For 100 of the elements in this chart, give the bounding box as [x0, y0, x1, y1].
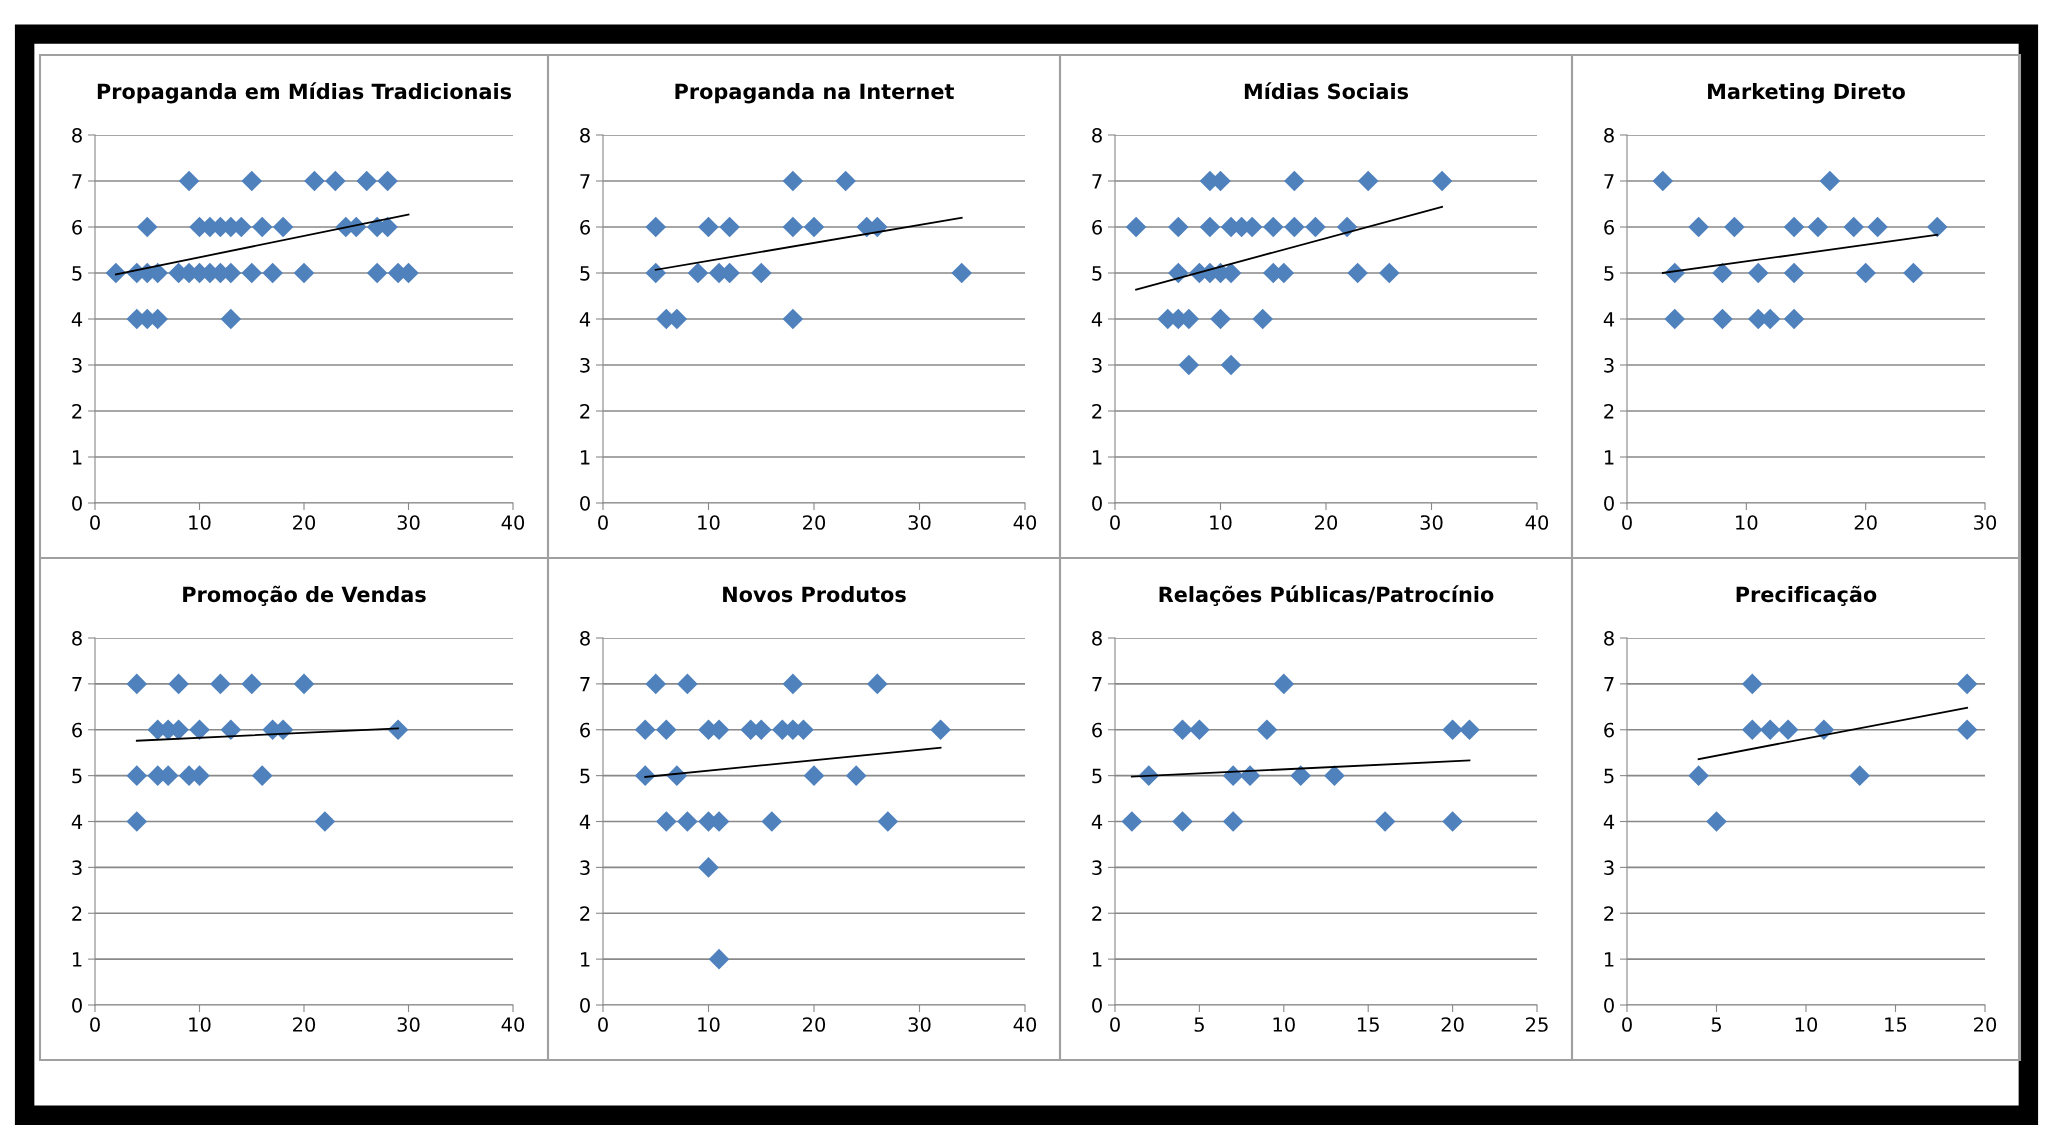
point [178, 170, 200, 192]
y-tick-label: 3 [1092, 357, 1102, 373]
x-tick-label: 10 [189, 1017, 211, 1032]
y-tick-label: 4 [1603, 814, 1615, 829]
y-tick-label: 4 [1091, 312, 1103, 327]
point [803, 765, 825, 786]
y-tick-label: 8 [1604, 127, 1614, 143]
point [656, 811, 677, 832]
x-tick-label: 30 [397, 515, 420, 530]
point [1706, 811, 1727, 832]
x-tick-label: 20 [803, 1017, 826, 1032]
point [1168, 262, 1189, 284]
point [708, 948, 730, 970]
y-tick-label: 8 [1092, 127, 1102, 143]
point [241, 170, 263, 192]
point [1357, 170, 1379, 192]
point [314, 811, 336, 832]
y-tick-label: 2 [580, 403, 590, 419]
point [782, 308, 804, 330]
point [1742, 719, 1763, 741]
point [1290, 765, 1311, 786]
point [1783, 308, 1805, 330]
x-tick-label: 20 [1974, 1017, 1997, 1032]
y-tick-label: 0 [72, 997, 82, 1013]
point [387, 719, 409, 741]
point [1459, 719, 1480, 741]
y-tick-label: 4 [1603, 312, 1615, 327]
point [1867, 216, 1888, 238]
point [1956, 719, 1978, 741]
point [1712, 308, 1733, 330]
point [1210, 308, 1231, 330]
x-tick-label: 25 [1526, 1017, 1548, 1032]
point [677, 673, 698, 695]
point [1168, 216, 1189, 238]
point [687, 262, 709, 284]
point [835, 170, 856, 192]
x-tick-label: 30 [908, 1017, 931, 1032]
point [1783, 262, 1805, 284]
point [698, 216, 719, 238]
x-tick-label: 15 [1357, 1017, 1379, 1032]
y-tick-label: 6 [580, 219, 590, 235]
x-tick-label: 20 [1315, 515, 1338, 530]
point [1374, 811, 1396, 832]
x-tick-label: 0 [598, 515, 608, 530]
x-tick-label: 10 [1795, 1017, 1818, 1032]
point [1273, 673, 1295, 695]
y-tick-label: 1 [580, 952, 590, 967]
point [293, 262, 315, 284]
point [1172, 719, 1193, 741]
y-tick-label: 5 [1604, 266, 1614, 281]
point [1783, 216, 1805, 238]
y-tick-label: 8 [1092, 630, 1102, 646]
y-tick-label: 0 [1604, 997, 1614, 1013]
point [1855, 262, 1876, 284]
y-tick-label: 0 [1604, 495, 1614, 511]
point [1189, 719, 1210, 741]
point [803, 216, 825, 238]
point [698, 857, 719, 878]
y-tick-label: 4 [71, 814, 83, 829]
point [634, 719, 656, 741]
y-tick-label: 2 [1604, 906, 1614, 921]
point [377, 170, 398, 192]
y-tick-label: 1 [1092, 952, 1102, 967]
point [1336, 216, 1358, 238]
point [251, 765, 273, 786]
point [262, 262, 283, 284]
point [750, 262, 772, 284]
y-tick-label: 7 [1092, 174, 1102, 189]
y-tick-label: 1 [580, 450, 590, 465]
y-tick-label: 5 [580, 768, 590, 784]
x-tick-label: 0 [1110, 515, 1120, 530]
point [1724, 216, 1745, 238]
point [126, 811, 148, 832]
y-tick-label: 3 [72, 357, 82, 373]
point [126, 673, 148, 695]
x-tick-label: 30 [1420, 515, 1443, 530]
point [241, 262, 263, 284]
y-tick-label: 7 [72, 174, 82, 189]
point [1742, 673, 1763, 695]
y-tick-label: 1 [72, 450, 82, 465]
y-tick-label: 8 [580, 127, 590, 143]
x-tick-label: 0 [1110, 1017, 1120, 1032]
y-tick-label: 2 [1092, 403, 1102, 419]
point [220, 719, 242, 741]
y-tick-label: 8 [580, 630, 590, 646]
point [241, 673, 263, 695]
point [1222, 811, 1244, 832]
y-tick-label: 4 [71, 312, 83, 327]
point [1324, 765, 1345, 786]
y-tick-label: 5 [1092, 768, 1102, 784]
y-tick-label: 6 [580, 722, 590, 738]
point [1759, 719, 1781, 741]
y-tick-label: 2 [72, 403, 82, 419]
x-tick-label: 10 [698, 515, 720, 530]
point [930, 719, 951, 741]
point [1956, 673, 1978, 695]
point [1284, 170, 1305, 192]
point [366, 262, 388, 284]
y-tick-label: 2 [1092, 906, 1102, 921]
point [1849, 765, 1870, 786]
